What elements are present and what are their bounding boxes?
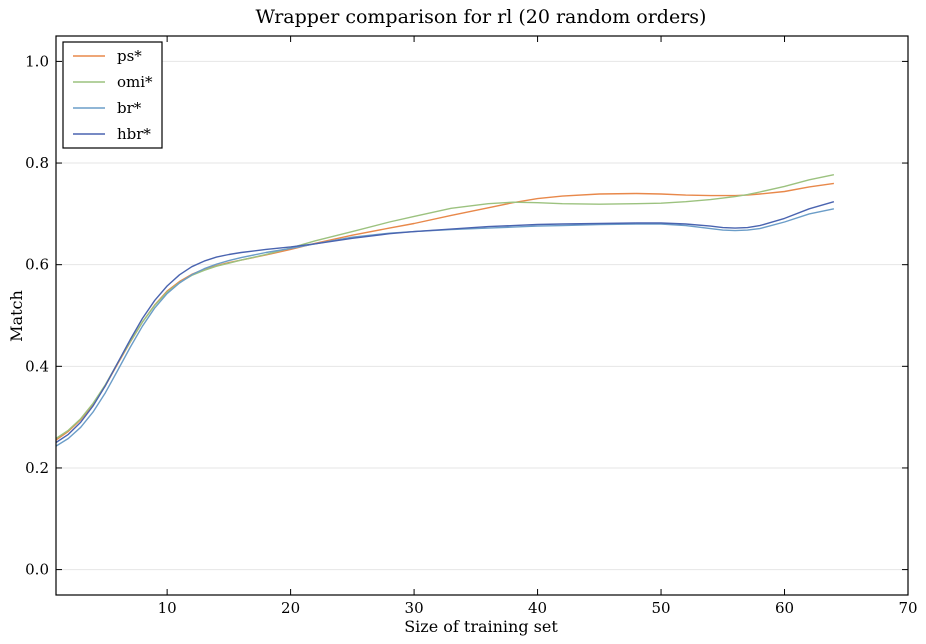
y-tick-label: 0.2 <box>25 459 49 477</box>
x-tick-label: 20 <box>281 599 300 617</box>
grid-lines <box>56 60 908 571</box>
series-line-3 <box>55 208 835 447</box>
legend-label: br* <box>117 99 142 117</box>
series-line-1 <box>55 182 834 441</box>
legend-label: omi* <box>117 73 153 91</box>
y-tick-label: 1.0 <box>25 52 49 70</box>
plot-frame <box>55 35 909 596</box>
series-lines <box>55 174 835 447</box>
series-line-2 <box>55 174 835 440</box>
legend: ps* omi* br* hbr* <box>62 41 163 149</box>
y-tick-label: 0.6 <box>25 256 49 274</box>
y-tick-label: 0.8 <box>25 154 49 172</box>
y-axis-label: Match <box>7 290 26 342</box>
y-tick-label: 0.4 <box>25 357 49 375</box>
series-line-4 <box>55 201 835 444</box>
x-tick-label: 40 <box>528 599 547 617</box>
chart-title: Wrapper comparison for rl (20 random ord… <box>256 6 707 28</box>
x-tick-label: 50 <box>651 599 670 617</box>
y-tick-label: 0.0 <box>25 561 49 579</box>
x-tick-label: 30 <box>405 599 424 617</box>
x-tick-label: 60 <box>775 599 794 617</box>
x-tick-label: 70 <box>898 599 917 617</box>
x-axis-label: Size of training set <box>404 617 558 636</box>
axis-ticks: 10 20 30 40 50 60 70 0.0 0.2 0.4 0.6 0.8 1.0 <box>25 36 918 617</box>
legend-label: hbr* <box>117 125 151 143</box>
x-tick-label: 10 <box>158 599 177 617</box>
legend-frame <box>62 41 163 149</box>
legend-label: ps* <box>117 47 142 65</box>
